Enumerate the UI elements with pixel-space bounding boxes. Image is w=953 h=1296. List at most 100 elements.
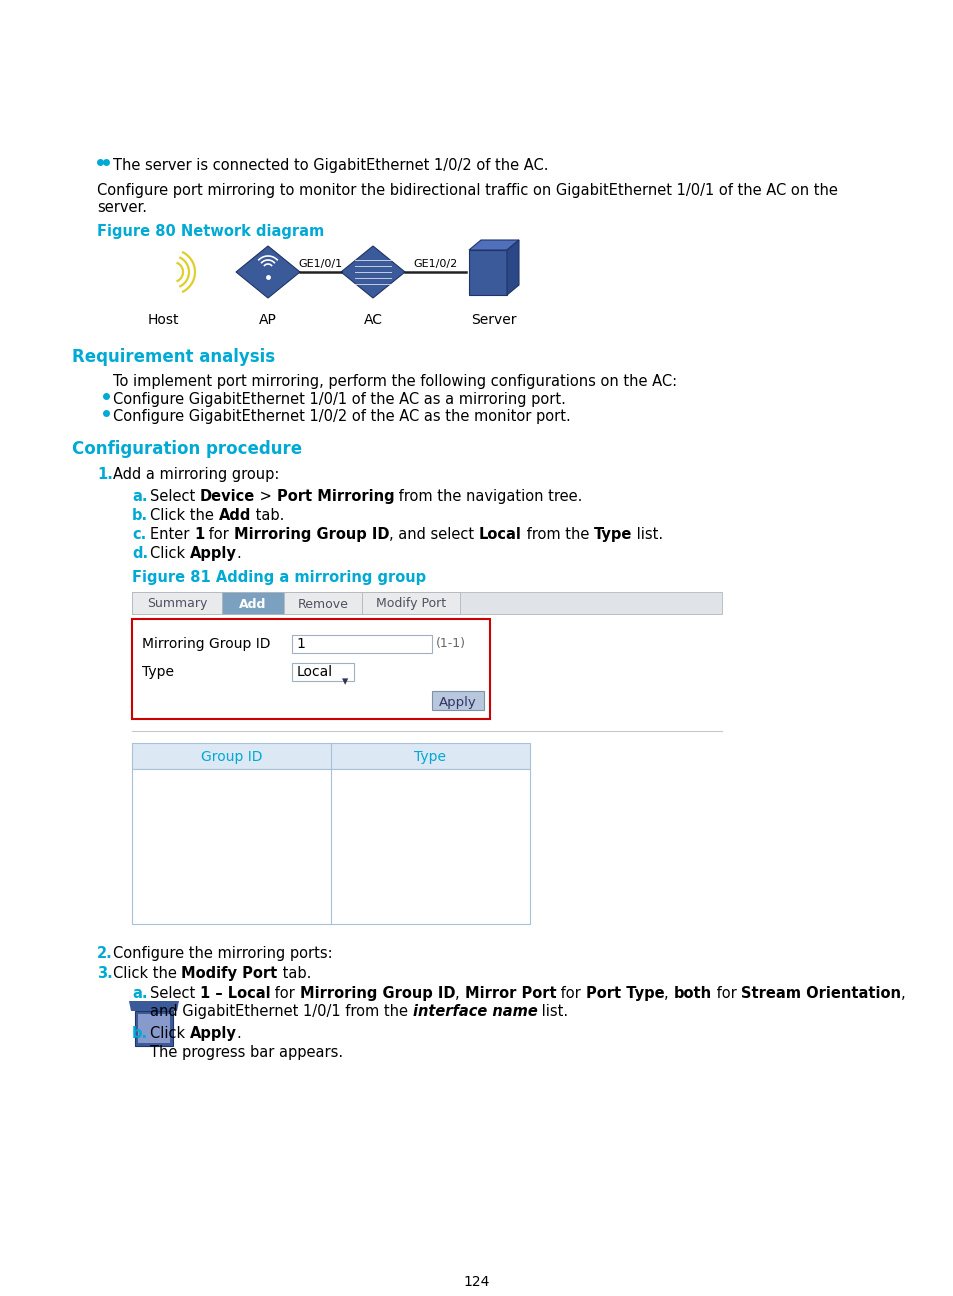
Text: Apply: Apply: [438, 696, 476, 709]
Text: The server is connected to GigabitEthernet 1/0/2 of the AC.: The server is connected to GigabitEthern…: [112, 158, 548, 172]
Polygon shape: [129, 1001, 179, 1011]
Text: server.: server.: [97, 200, 147, 215]
Text: Enter: Enter: [150, 527, 193, 542]
Text: Modify Port: Modify Port: [181, 966, 277, 981]
Text: b.: b.: [132, 508, 148, 524]
Polygon shape: [135, 1011, 172, 1046]
Bar: [292, 664, 354, 680]
Bar: [132, 769, 530, 924]
Text: Add a mirroring group:: Add a mirroring group:: [112, 467, 279, 482]
Text: Type: Type: [593, 527, 632, 542]
Text: interface name: interface name: [413, 1004, 537, 1019]
Text: Mirroring Group ID: Mirroring Group ID: [299, 986, 455, 1001]
Text: 1: 1: [295, 638, 305, 651]
Text: list.: list.: [537, 1004, 568, 1019]
Text: list.: list.: [632, 527, 662, 542]
Text: Port Mirroring: Port Mirroring: [276, 489, 394, 504]
Polygon shape: [138, 1013, 170, 1043]
Text: Type: Type: [414, 750, 446, 765]
Text: Modify Port: Modify Port: [375, 597, 446, 610]
Text: tab.: tab.: [277, 966, 311, 981]
Text: .: .: [236, 546, 241, 561]
Text: from the navigation tree.: from the navigation tree.: [394, 489, 582, 504]
Text: ,: ,: [663, 986, 673, 1001]
Text: 3.: 3.: [97, 966, 112, 981]
Text: Port Type: Port Type: [585, 986, 663, 1001]
Text: Configure port mirroring to monitor the bidirectional traffic on GigabitEthernet: Configure port mirroring to monitor the …: [97, 183, 837, 198]
Text: Device: Device: [200, 489, 254, 504]
Bar: [132, 743, 530, 769]
Text: Apply: Apply: [190, 1026, 236, 1041]
Text: for: for: [556, 986, 585, 1001]
Text: Host: Host: [147, 314, 178, 327]
Text: Configuration procedure: Configuration procedure: [71, 441, 302, 457]
Text: >: >: [254, 489, 276, 504]
Text: .: .: [236, 1026, 241, 1041]
Text: Server: Server: [471, 314, 517, 327]
Polygon shape: [469, 250, 506, 295]
Text: (1-1): (1-1): [436, 638, 465, 651]
Polygon shape: [235, 246, 299, 298]
Bar: [432, 691, 483, 710]
Polygon shape: [506, 240, 518, 295]
Text: Click: Click: [150, 546, 190, 561]
Text: 2.: 2.: [97, 946, 112, 962]
Text: both: both: [673, 986, 711, 1001]
Text: Configure the mirroring ports:: Configure the mirroring ports:: [112, 946, 333, 962]
Bar: [361, 592, 459, 614]
Text: 124: 124: [463, 1275, 490, 1290]
Text: a.: a.: [132, 489, 148, 504]
Text: AC: AC: [363, 314, 382, 327]
Text: Click the: Click the: [112, 966, 181, 981]
Text: Summary: Summary: [147, 597, 207, 610]
Text: Click: Click: [150, 1026, 190, 1041]
Text: Add: Add: [239, 597, 267, 610]
Text: c.: c.: [132, 527, 146, 542]
Text: tab.: tab.: [251, 508, 284, 524]
Text: for: for: [204, 527, 233, 542]
Text: To implement port mirroring, perform the following configurations on the AC:: To implement port mirroring, perform the…: [112, 375, 677, 389]
Text: and GigabitEthernet 1/0/1 from the: and GigabitEthernet 1/0/1 from the: [150, 1004, 413, 1019]
Bar: [132, 619, 490, 719]
Text: , and select: , and select: [389, 527, 478, 542]
Text: Remove: Remove: [297, 597, 348, 610]
Text: 1 – Local: 1 – Local: [200, 986, 271, 1001]
Text: Click the: Click the: [150, 508, 218, 524]
Text: GE1/0/1: GE1/0/1: [298, 259, 342, 270]
Text: Select: Select: [150, 986, 200, 1001]
Bar: [222, 592, 284, 614]
Text: Select: Select: [150, 489, 200, 504]
Text: Local: Local: [478, 527, 521, 542]
Polygon shape: [469, 240, 518, 250]
Text: 1.: 1.: [97, 467, 112, 482]
Text: Configure GigabitEthernet 1/0/1 of the AC as a mirroring port.: Configure GigabitEthernet 1/0/1 of the A…: [112, 391, 565, 407]
Text: Mirror Port: Mirror Port: [464, 986, 556, 1001]
Bar: [292, 635, 432, 653]
Text: b.: b.: [132, 1026, 148, 1041]
Text: Requirement analysis: Requirement analysis: [71, 349, 274, 365]
Text: Apply: Apply: [190, 546, 236, 561]
Text: Mirroring Group ID: Mirroring Group ID: [142, 638, 271, 651]
Text: d.: d.: [132, 546, 148, 561]
Text: 1: 1: [193, 527, 204, 542]
Text: Figure 80 Network diagram: Figure 80 Network diagram: [97, 224, 324, 238]
Polygon shape: [340, 246, 405, 298]
Text: Figure 81 Adding a mirroring group: Figure 81 Adding a mirroring group: [132, 570, 426, 584]
Text: Group ID: Group ID: [200, 750, 262, 765]
Text: AP: AP: [259, 314, 276, 327]
Bar: [132, 592, 721, 614]
Text: Mirroring Group ID: Mirroring Group ID: [233, 527, 389, 542]
Text: for: for: [711, 986, 740, 1001]
Text: Stream Orientation: Stream Orientation: [740, 986, 900, 1001]
Text: ,: ,: [900, 986, 904, 1001]
Text: Configure GigabitEthernet 1/0/2 of the AC as the monitor port.: Configure GigabitEthernet 1/0/2 of the A…: [112, 410, 570, 424]
Text: GE1/0/2: GE1/0/2: [413, 259, 457, 270]
Text: The progress bar appears.: The progress bar appears.: [150, 1045, 343, 1060]
Text: Local: Local: [296, 665, 333, 679]
Text: ▾: ▾: [341, 675, 348, 688]
Text: a.: a.: [132, 986, 148, 1001]
Bar: [132, 592, 222, 614]
Text: Add: Add: [218, 508, 251, 524]
Text: ,: ,: [455, 986, 464, 1001]
Bar: [284, 592, 361, 614]
